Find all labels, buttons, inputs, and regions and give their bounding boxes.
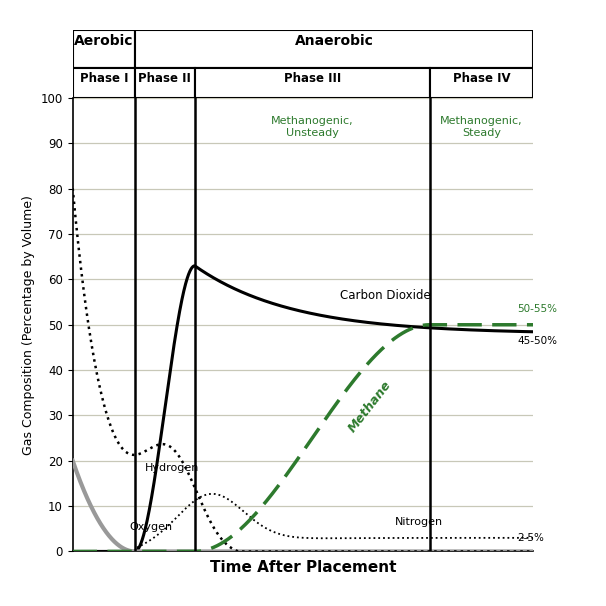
Bar xyxy=(195,67,430,98)
Text: Phase II: Phase II xyxy=(138,72,191,85)
Text: Phase IV: Phase IV xyxy=(453,72,510,85)
Text: Phase I: Phase I xyxy=(79,72,128,85)
Text: Methanogenic,
Steady: Methanogenic, Steady xyxy=(440,116,523,138)
Text: 50-55%: 50-55% xyxy=(517,304,557,314)
Text: Carbon Dioxide: Carbon Dioxide xyxy=(340,289,431,302)
Bar xyxy=(135,67,195,98)
Text: Nitrogen: Nitrogen xyxy=(395,517,443,527)
Text: Aerobic: Aerobic xyxy=(74,34,133,48)
Text: Oxygen: Oxygen xyxy=(130,522,173,531)
Text: Methanogenic,
Unsteady: Methanogenic, Unsteady xyxy=(271,116,353,138)
Text: Phase III: Phase III xyxy=(284,72,341,85)
Text: Hydrogen: Hydrogen xyxy=(145,462,199,473)
Bar xyxy=(73,30,135,67)
Bar xyxy=(73,67,135,98)
Bar xyxy=(135,30,533,67)
Bar xyxy=(430,67,533,98)
Text: 2-5%: 2-5% xyxy=(517,533,544,543)
Text: 45-50%: 45-50% xyxy=(517,336,557,345)
X-axis label: Time After Placement: Time After Placement xyxy=(210,560,396,575)
Y-axis label: Gas Composition (Percentage by Volume): Gas Composition (Percentage by Volume) xyxy=(22,195,35,454)
Text: Anaerobic: Anaerobic xyxy=(295,34,373,48)
Text: Methane: Methane xyxy=(345,378,394,435)
